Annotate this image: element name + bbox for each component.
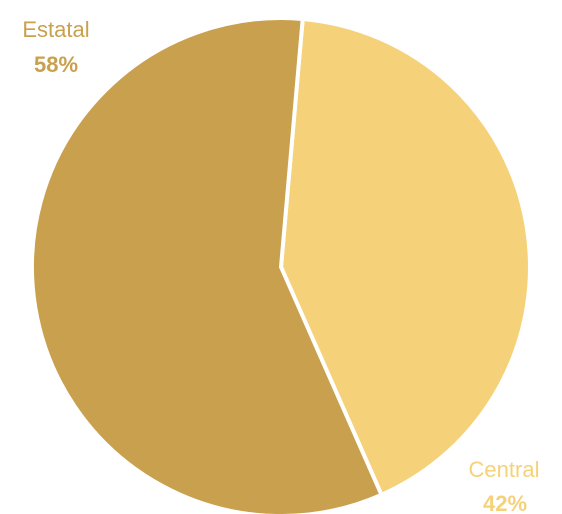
pie-slice-estatal (29, 16, 384, 514)
pie-slices (29, 16, 532, 514)
pie-slice-central (279, 16, 532, 497)
slice-value-central: 42% (483, 491, 527, 514)
slice-label-central: Central (469, 457, 540, 482)
slice-value-estatal: 58% (34, 52, 78, 77)
slice-label-estatal: Estatal (22, 17, 89, 42)
